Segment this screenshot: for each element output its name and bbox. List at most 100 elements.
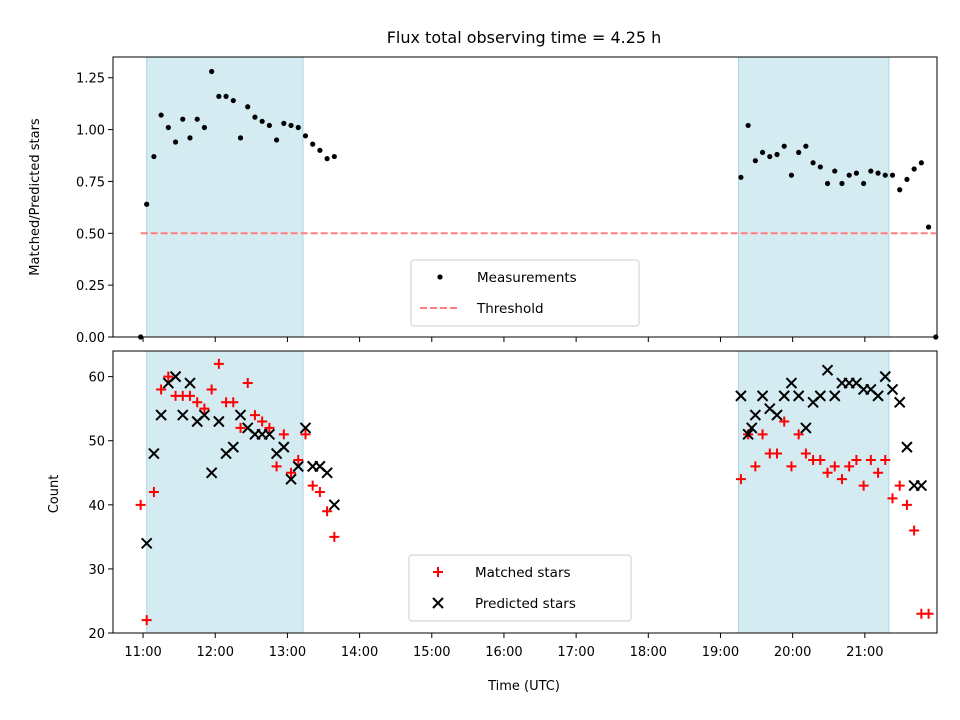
matched-star-point — [880, 454, 891, 465]
measurement-point — [839, 180, 845, 187]
matched-star-point — [735, 474, 746, 485]
predicted-star-point — [321, 467, 333, 479]
predicted-star-point — [299, 422, 312, 434]
measurement-point — [882, 172, 888, 178]
legend-label: Matched stars — [475, 565, 571, 581]
measurement-point — [281, 120, 287, 126]
matched-star-point — [322, 506, 333, 517]
matched-star-point — [135, 499, 146, 510]
measurement-point — [810, 160, 816, 166]
predicted-star-point — [901, 441, 913, 453]
measurement-point — [151, 153, 157, 160]
x-tick-label: 21:00 — [846, 645, 883, 660]
y-tick-label: 0.25 — [76, 279, 105, 294]
matched-star-point — [815, 454, 826, 465]
measurement-point — [259, 118, 265, 124]
predicted-star-point — [263, 428, 276, 441]
matched-star-point — [199, 403, 210, 414]
measurement-point — [165, 124, 171, 131]
predicted-star-point — [234, 409, 247, 421]
predicted-star-point — [177, 409, 189, 421]
measurement-point — [302, 133, 309, 139]
predicted-star-point — [756, 390, 769, 402]
matched-star-point — [873, 467, 884, 478]
matched-star-point — [829, 461, 840, 472]
y-tick-label: 1.00 — [76, 124, 105, 139]
matched-star-point — [923, 608, 934, 619]
predicted-star-point — [800, 422, 812, 434]
measurement-point — [324, 156, 330, 162]
matched-star-point — [772, 448, 783, 459]
measurement-point — [868, 168, 874, 174]
matched-star-point — [264, 422, 275, 433]
matched-star-point — [213, 358, 224, 369]
matched-star-point — [257, 416, 268, 427]
y-tick-label: 0.75 — [76, 175, 105, 190]
x-tick-label: 16:00 — [485, 645, 522, 660]
legend-marker-plus — [433, 567, 443, 577]
predicted-star-point — [879, 370, 891, 383]
measurement-point — [781, 143, 787, 149]
measurement-point — [223, 93, 229, 100]
legend-box — [408, 554, 632, 622]
y-tick-label: 60 — [88, 371, 105, 386]
predicted-star-point — [285, 473, 297, 485]
matched-star-point — [887, 493, 898, 504]
bottom-y-axis-label: Count — [47, 475, 62, 514]
predicted-star-point — [894, 396, 906, 408]
matched-star-point — [800, 448, 811, 459]
matched-star-point — [909, 525, 920, 536]
x-tick-label: 18:00 — [630, 645, 667, 660]
matched-star-point — [858, 480, 869, 491]
measurement-point — [832, 168, 838, 174]
predicted-star-point — [821, 364, 834, 376]
matched-star-point — [329, 531, 340, 542]
predicted-star-point — [155, 409, 167, 421]
measurement-point — [209, 68, 215, 75]
predicted-star-point — [140, 537, 153, 549]
x-tick-label: 17:00 — [557, 645, 594, 660]
matched-star-point — [793, 429, 804, 440]
measurement-point — [752, 158, 758, 164]
predicted-star-point — [886, 383, 899, 396]
legend-marker-x — [432, 597, 444, 609]
measurement-point — [897, 187, 903, 193]
matched-star-point — [901, 499, 912, 510]
matched-star-point — [779, 416, 790, 427]
predicted-star-point — [328, 499, 341, 511]
predicted-star-point — [792, 390, 805, 402]
matched-star-point — [836, 474, 847, 485]
predicted-star-point — [213, 415, 225, 428]
predicted-star-point — [829, 390, 841, 402]
y-tick-label: 30 — [88, 563, 105, 578]
predicted-star-point — [198, 409, 211, 421]
matched-star-point — [184, 390, 195, 401]
measurement-point — [889, 172, 896, 178]
measurement-point — [904, 176, 910, 182]
x-tick-label: 19:00 — [702, 645, 739, 660]
x-tick-label: 12:00 — [197, 645, 234, 660]
matched-star-point — [300, 429, 311, 440]
predicted-star-point — [205, 467, 218, 479]
measurement-point — [187, 135, 193, 141]
matched-star-point — [156, 384, 167, 395]
predicted-star-point — [278, 441, 290, 453]
matched-star-point — [750, 461, 761, 472]
measurement-point — [774, 151, 780, 158]
measurement-point — [288, 122, 294, 129]
predicted-star-point — [915, 479, 928, 492]
y-tick-label: 50 — [88, 435, 105, 450]
matched-star-point — [271, 461, 282, 472]
matched-star-point — [249, 410, 260, 421]
measurement-point — [759, 149, 766, 156]
measurement-point — [817, 164, 823, 170]
measurement-point — [216, 93, 222, 100]
matched-star-point — [822, 467, 833, 478]
observing-window-shade — [146, 350, 304, 634]
legend-marker-dot — [437, 274, 443, 280]
observing-window-shade — [146, 56, 304, 338]
measurement-point — [252, 114, 258, 120]
matched-star-point — [148, 487, 159, 497]
measurement-point — [853, 170, 860, 176]
